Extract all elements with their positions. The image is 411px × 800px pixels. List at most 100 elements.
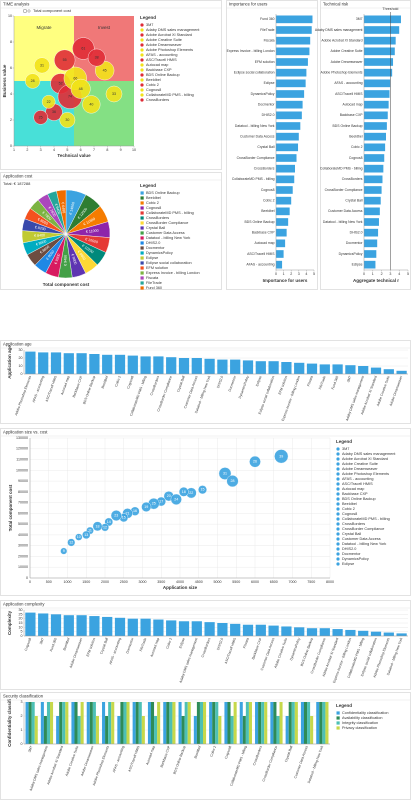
bar	[306, 363, 318, 374]
y-tick-label: 80000	[18, 490, 28, 494]
legend-swatch	[140, 231, 144, 235]
bubble	[178, 486, 189, 497]
bar	[276, 196, 292, 205]
quadrant-label: Invest	[98, 25, 111, 30]
y-tick-label: AFAS - accounting	[246, 263, 274, 267]
bar	[276, 260, 283, 269]
legend-swatch	[336, 562, 340, 566]
bar	[127, 618, 138, 636]
bar	[273, 702, 277, 744]
bar	[345, 629, 356, 636]
x-tick-label: Docmentor	[125, 636, 135, 654]
legend-label: Crystal Ball	[146, 226, 165, 230]
bar	[230, 623, 241, 636]
y-tick-label: 40000	[18, 533, 28, 537]
bar	[364, 164, 384, 173]
x-tick-label: 3	[40, 148, 42, 152]
y-tick-label: Docmentor	[258, 103, 275, 107]
pie-slice	[56, 189, 67, 235]
x-tick-label: 1000	[64, 580, 72, 584]
legend-swatch	[140, 221, 144, 225]
y-tick-label: 130000	[16, 436, 28, 440]
y-tick-label: Cobic 2	[351, 145, 363, 149]
bar	[276, 122, 301, 130]
bar	[126, 702, 130, 744]
bubble-label: 28	[231, 479, 235, 483]
bubble-label: 22	[47, 100, 51, 104]
bar	[396, 633, 407, 636]
slice-label: € 9600	[70, 253, 77, 265]
bar	[230, 359, 241, 374]
bar	[50, 702, 54, 744]
x-tick-label: Cobic 2	[209, 745, 217, 757]
slice-label: € 8600	[35, 239, 47, 247]
bar	[224, 702, 228, 744]
bubble	[141, 501, 152, 512]
y-tick-label: 30	[19, 608, 23, 612]
bar	[25, 702, 29, 744]
bar	[285, 716, 289, 744]
bubble	[67, 538, 76, 547]
y-tick-label: 50000	[18, 522, 28, 526]
x-tick-label: Beeldbel	[193, 745, 201, 759]
bubble-label: 21	[126, 511, 130, 515]
bar	[123, 702, 127, 744]
bar	[276, 36, 311, 45]
bar	[117, 716, 121, 744]
bar	[300, 702, 304, 744]
bubble	[198, 485, 207, 495]
y-tick-label: BDS Online Backup	[333, 124, 363, 128]
bar	[74, 702, 78, 744]
bar	[316, 702, 320, 744]
x-tick-label: 3M7	[39, 637, 45, 645]
legend-swatch	[140, 226, 144, 230]
legend-label: Fund 360	[146, 286, 162, 290]
bubble-label: 61	[81, 46, 85, 50]
y-tick-label: CrossBorder Compliance	[237, 156, 275, 160]
legend-label: Eclipse	[146, 256, 158, 260]
bar	[261, 702, 265, 744]
bar	[307, 702, 311, 744]
panel-title: Application size vs. cost	[3, 430, 48, 435]
bubble-label: 40	[89, 102, 93, 106]
bar	[276, 132, 299, 141]
y-tick-label: 0	[21, 742, 23, 746]
bubble-label: 14	[107, 520, 111, 524]
bubble-label: 9	[63, 549, 65, 553]
x-tick-label: 0	[29, 580, 31, 584]
legend-label: CrossBorders	[146, 216, 169, 220]
legend-title: Legend	[140, 183, 156, 188]
y-tick-label: Eclipse social collaboration	[234, 71, 275, 75]
legend-swatch	[140, 28, 144, 32]
legend-label: Adobe Acrobat XI Standard	[146, 33, 192, 37]
legend-label: FileTrade	[146, 281, 162, 285]
y-tick-label: Autocad map	[255, 241, 275, 245]
x-tick-label: 500	[46, 580, 52, 584]
x-tick-label: 5500	[232, 580, 240, 584]
legend-swatch	[140, 38, 144, 42]
bar	[71, 702, 75, 744]
legend-label: Fiscata	[146, 276, 159, 280]
legend-label: Eclipse social collaboration	[146, 261, 192, 265]
legend-swatch	[140, 206, 144, 210]
bar	[34, 716, 38, 744]
quadrant-label: Migrate	[36, 25, 52, 30]
y-tick-label: 30000	[18, 544, 28, 548]
bar	[166, 357, 177, 374]
y-tick-label: 5	[21, 630, 23, 634]
legend-swatch	[140, 93, 144, 97]
bubble-label: 45	[103, 69, 107, 73]
y-tick-label: 20	[19, 617, 23, 621]
bar	[364, 175, 383, 184]
y-tick-label: FileTrade	[260, 28, 274, 32]
bar	[114, 617, 126, 636]
legend-swatch	[140, 216, 144, 220]
x-tick-label: 6000	[251, 580, 259, 584]
y-tick-label: 25	[19, 612, 23, 616]
y-axis-label: Application age	[7, 345, 12, 379]
bubble-label: 38	[95, 56, 99, 60]
bar	[209, 702, 213, 744]
bar	[50, 614, 62, 636]
legend-swatch	[336, 537, 340, 541]
bar	[255, 702, 259, 744]
